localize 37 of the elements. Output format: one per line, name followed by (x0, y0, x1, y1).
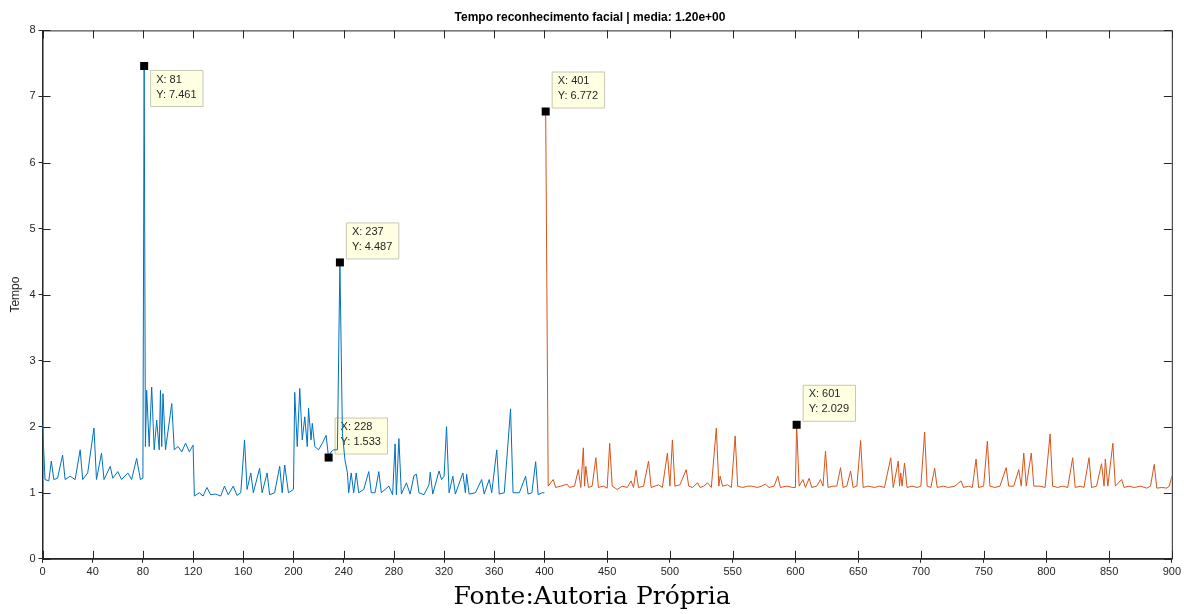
x-tick-label: 0 (39, 565, 46, 578)
x-tick-label: 200 (284, 565, 303, 578)
y-tick-label: 2 (29, 419, 36, 432)
y-tick-label: 3 (29, 353, 36, 366)
y-tick-label: 6 (29, 155, 36, 168)
annotation: X: 237 Y: 4.487 (351, 224, 393, 252)
x-tick-label: 800 (1037, 565, 1056, 578)
x-tick-label: 650 (848, 565, 868, 578)
x-tick-label: 550 (723, 565, 742, 578)
y-axis-title: Tempo (7, 276, 22, 313)
source-note: Fonte:Autoria Própria (452, 581, 732, 610)
x-tick-label: 750 (974, 565, 993, 578)
y-tick-label: 7 (29, 89, 36, 102)
y-tick-label: 0 (29, 551, 36, 564)
x-tick-label: 850 (1099, 565, 1119, 578)
x-tick-label: 400 (535, 565, 554, 578)
y-tick-label: 8 (29, 23, 36, 36)
x-tick-label: 900 (1162, 565, 1181, 578)
x-tick-label: 500 (660, 565, 680, 578)
x-tick-label: 600 (786, 565, 805, 578)
y-tick-label: 5 (29, 221, 36, 234)
y-tick-label: 4 (29, 287, 36, 300)
annotation: X: 401 Y: 6.772 (557, 74, 599, 102)
x-tick-label: 700 (911, 565, 931, 578)
x-tick-label: 120 (183, 565, 203, 578)
x-tick-label: 360 (485, 565, 504, 578)
x-tick-label: 160 (234, 565, 253, 578)
x-tick-label: 40 (86, 565, 99, 578)
x-tick-label: 240 (334, 565, 353, 578)
x-tick-label: 80 (136, 565, 150, 578)
annotation: X: 81 Y: 7.461 (156, 72, 197, 100)
annotation: X: 601 Y: 2.029 (808, 387, 850, 415)
x-tick-label: 320 (434, 565, 454, 578)
y-tick-label: 1 (29, 485, 36, 498)
x-tick-label: 450 (597, 565, 617, 578)
chart-title: Tempo reconhecimento facial | media: 1.20e+00 (454, 9, 726, 24)
x-tick-label: 280 (384, 565, 404, 578)
